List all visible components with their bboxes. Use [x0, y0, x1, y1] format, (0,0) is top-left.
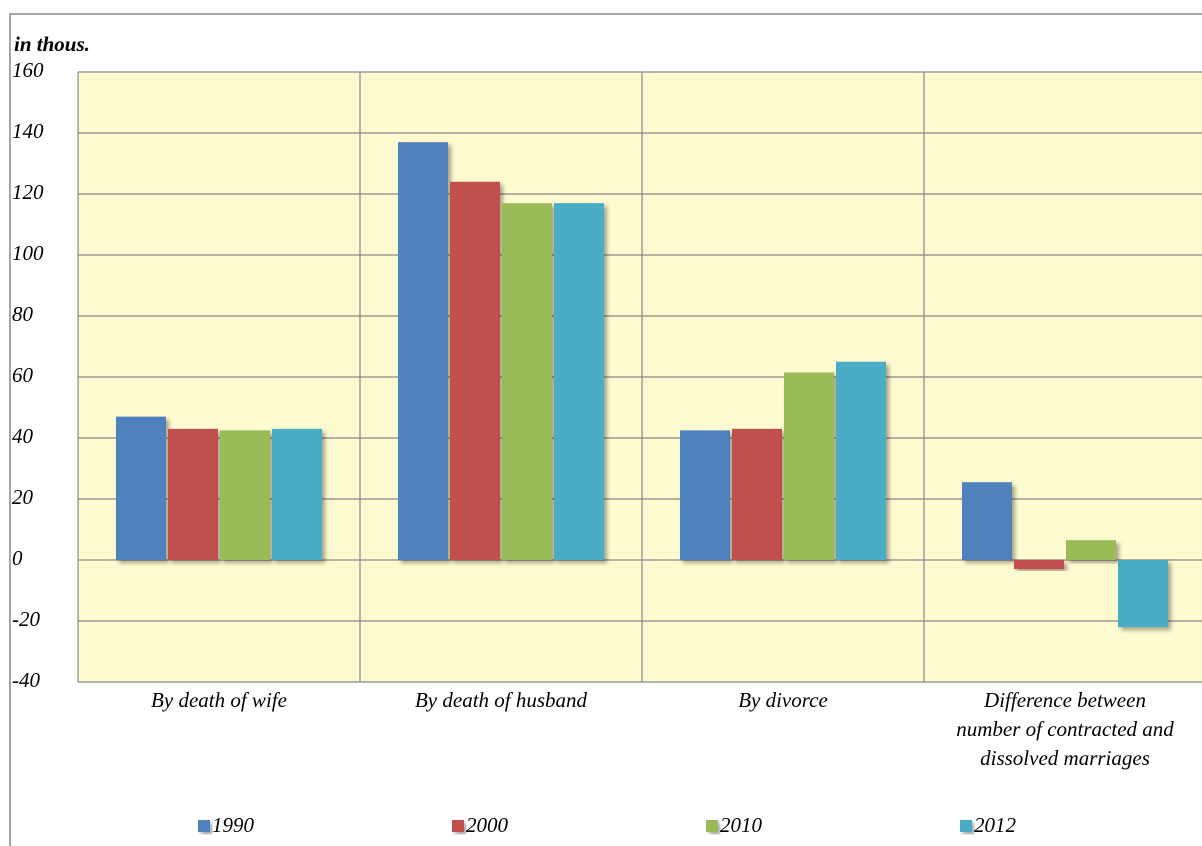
y-tick-label: 40: [12, 424, 34, 448]
chart-title: in thous.: [14, 32, 90, 56]
y-tick-label: 160: [12, 58, 44, 82]
bar: [116, 416, 166, 560]
bar: [554, 203, 604, 560]
bar: [502, 203, 552, 560]
bar: [1066, 540, 1116, 560]
bar: [962, 482, 1012, 560]
bar: [680, 430, 730, 560]
x-tick-label: Difference between number of contracted …: [956, 688, 1174, 770]
bar: [784, 372, 834, 560]
legend-label: 2000: [466, 813, 509, 837]
bar: [732, 428, 782, 560]
y-tick-label: 100: [12, 241, 44, 265]
legend-swatch: [452, 820, 464, 832]
y-tick-label: 120: [12, 180, 44, 204]
bar: [836, 361, 886, 560]
legend-swatch: [706, 820, 718, 832]
legend-label: 1990: [212, 813, 255, 837]
legend-label: 2010: [720, 813, 763, 837]
x-tick-label: By death of husband: [414, 688, 588, 712]
legend-swatch: [960, 820, 972, 832]
y-tick-label: 0: [12, 546, 23, 570]
bar: [450, 181, 500, 561]
x-tick-label: By death of wife: [151, 688, 287, 712]
bar: [220, 430, 270, 560]
bar: [1118, 560, 1168, 628]
bar: [398, 142, 448, 560]
legend-swatch: [198, 820, 210, 832]
y-tick-label: 140: [12, 119, 44, 143]
y-tick-label: 80: [12, 302, 34, 326]
legend-label: 2012: [974, 813, 1017, 837]
x-tick-label: By divorce: [738, 688, 828, 712]
y-tick-label: 20: [12, 485, 34, 509]
bar: [1014, 560, 1064, 570]
bar: [272, 428, 322, 560]
y-tick-label: -20: [12, 607, 40, 631]
bar: [168, 428, 218, 560]
y-tick-label: 60: [12, 363, 34, 387]
y-tick-label: -40: [12, 668, 40, 692]
